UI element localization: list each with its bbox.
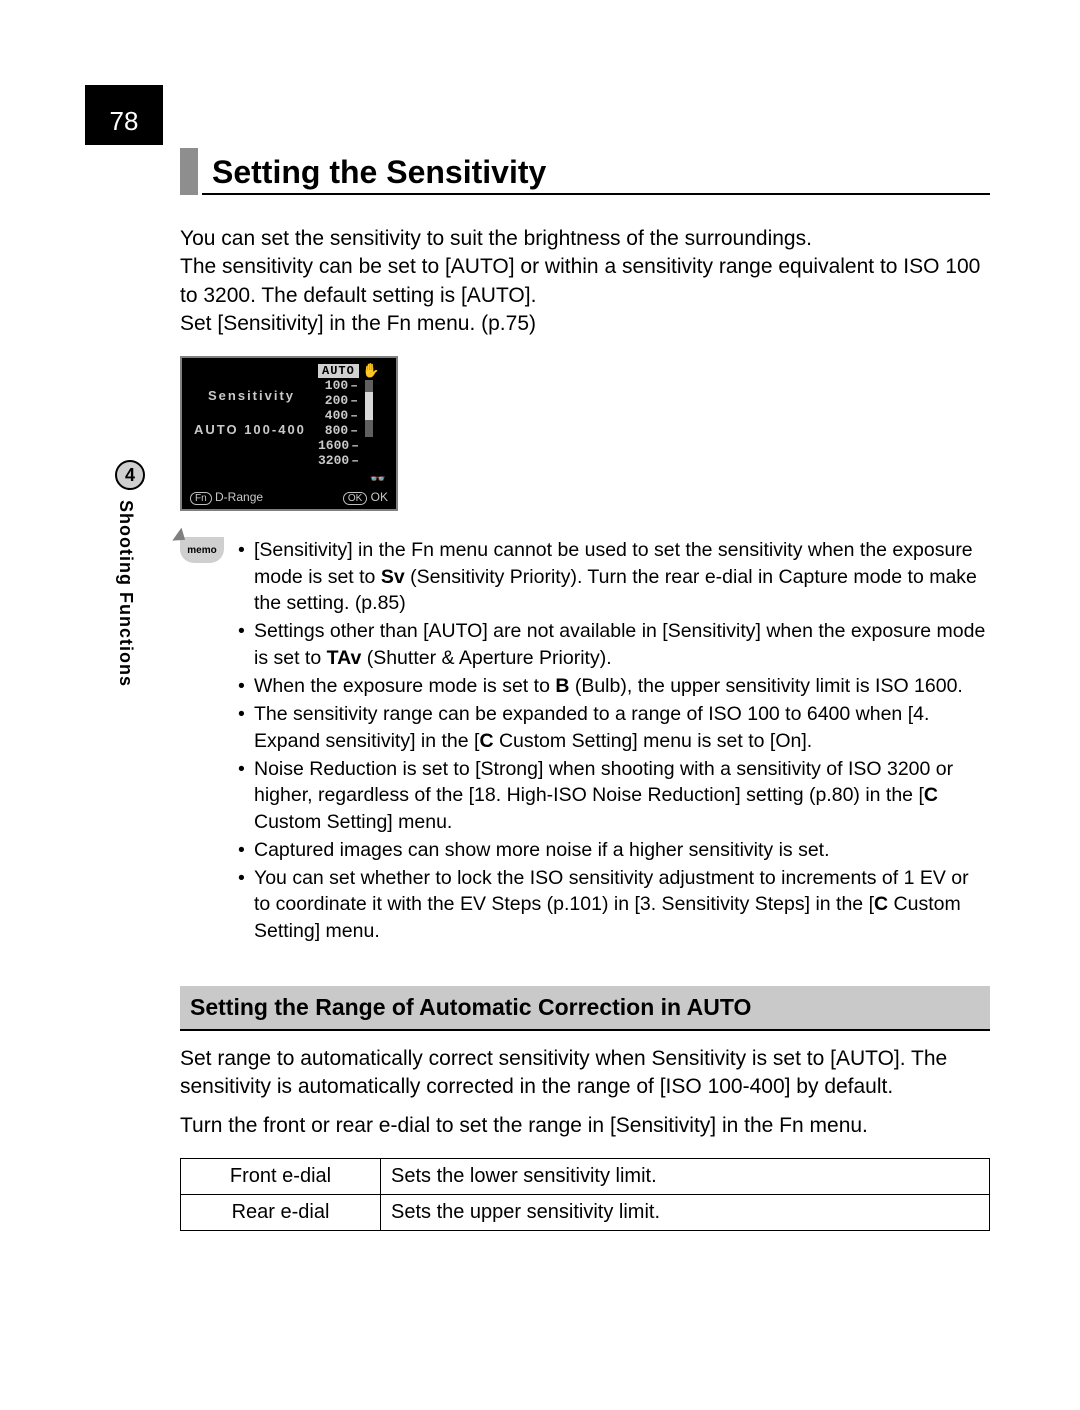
- page-number-box: 78: [85, 85, 163, 145]
- lcd-ok-group: OK OK: [343, 490, 388, 505]
- dial-desc-cell: Sets the lower sensitivity limit.: [381, 1159, 990, 1195]
- chapter-label: Shooting Functions: [115, 500, 136, 687]
- memo-icon: memo: [180, 537, 224, 563]
- ok-oval: OK: [343, 492, 367, 505]
- table-row: Rear e-dialSets the upper sensitivity li…: [181, 1195, 990, 1231]
- memo-label: memo: [187, 545, 216, 556]
- lcd-sensitivity-label: Sensitivity: [208, 388, 295, 403]
- dial-name-cell: Front e-dial: [181, 1159, 381, 1195]
- lcd-value: 1600: [318, 438, 358, 453]
- lcd-value: 100: [318, 378, 358, 393]
- lcd-drange: D-Range: [215, 490, 263, 504]
- hand-icon: ✋: [362, 363, 379, 380]
- section-title: Setting the Sensitivity: [212, 154, 546, 190]
- lcd-fn-group: Fn D-Range: [190, 490, 263, 505]
- memo-item: Captured images can show more noise if a…: [238, 837, 990, 863]
- fn-oval: Fn: [190, 492, 212, 505]
- help-icon: 👓: [370, 472, 386, 487]
- lcd-value: 3200: [318, 453, 358, 468]
- lcd-range-text: AUTO 100-400: [194, 422, 306, 437]
- chapter-tab: 4 Shooting Functions: [115, 460, 145, 687]
- sub-body-line: Turn the front or rear e-dial to set the…: [180, 1112, 990, 1140]
- page-number: 78: [110, 106, 139, 137]
- intro-text: You can set the sensitivity to suit the …: [180, 225, 990, 338]
- memo-item: When the exposure mode is set to B (Bulb…: [238, 673, 990, 699]
- intro-line: The sensitivity can be set to [AUTO] or …: [180, 253, 990, 310]
- memo-icon-wrap: memo: [180, 537, 224, 946]
- page-content: Setting the Sensitivity You can set the …: [180, 148, 990, 1231]
- lcd-bottom-bar: Fn D-Range OK OK: [190, 490, 388, 505]
- lcd-value-list: 100 200 400 800 1600 3200: [318, 378, 358, 468]
- sub-section: Setting the Range of Automatic Correctio…: [180, 986, 990, 1231]
- table-row: Front e-dialSets the lower sensitivity l…: [181, 1159, 990, 1195]
- memo-block: memo [Sensitivity] in the Fn menu cannot…: [180, 537, 990, 946]
- memo-item: Settings other than [AUTO] are not avail…: [238, 618, 990, 671]
- intro-line: Set [Sensitivity] in the Fn menu. (p.75): [180, 310, 990, 338]
- title-body: Setting the Sensitivity: [202, 148, 990, 195]
- lcd-ok: OK: [371, 490, 388, 504]
- lcd-auto-badge: AUTO: [318, 364, 359, 378]
- dial-desc-cell: Sets the upper sensitivity limit.: [381, 1195, 990, 1231]
- sub-section-title: Setting the Range of Automatic Correctio…: [180, 986, 990, 1031]
- memo-item: You can set whether to lock the ISO sens…: [238, 865, 990, 944]
- lcd-value: 800: [318, 423, 358, 438]
- sub-section-body: Set range to automatically correct sensi…: [180, 1045, 990, 1140]
- sub-body-line: Set range to automatically correct sensi…: [180, 1045, 990, 1102]
- memo-item: [Sensitivity] in the Fn menu cannot be u…: [238, 537, 990, 616]
- memo-item: The sensitivity range can be expanded to…: [238, 701, 990, 754]
- dial-name-cell: Rear e-dial: [181, 1195, 381, 1231]
- memo-item: Noise Reduction is set to [Strong] when …: [238, 756, 990, 835]
- title-accent: [180, 148, 198, 195]
- lcd-value: 200: [318, 393, 358, 408]
- camera-lcd-mock: AUTO ✋ Sensitivity AUTO 100-400 100 200 …: [180, 356, 398, 511]
- lcd-scrollbar-thumb: [365, 392, 373, 420]
- chapter-number: 4: [125, 465, 135, 486]
- lcd-value: 400: [318, 408, 358, 423]
- intro-line: You can set the sensitivity to suit the …: [180, 225, 990, 253]
- chapter-number-circle: 4: [115, 460, 145, 490]
- section-title-bar: Setting the Sensitivity: [180, 148, 990, 195]
- memo-list: [Sensitivity] in the Fn menu cannot be u…: [238, 537, 990, 946]
- dial-table: Front e-dialSets the lower sensitivity l…: [180, 1158, 990, 1231]
